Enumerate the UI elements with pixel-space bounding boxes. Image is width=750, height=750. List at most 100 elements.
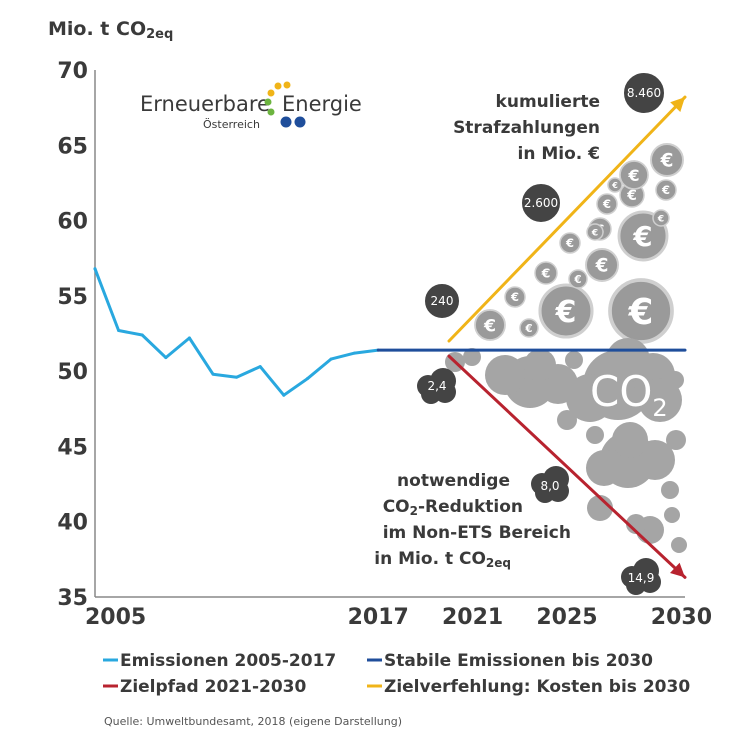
coin-icon: €: [655, 179, 677, 201]
series-lines: [93, 95, 687, 579]
data-point: [164, 356, 168, 360]
penalty-value-label: 2.600: [524, 196, 558, 210]
series-arrowhead-2: [670, 562, 685, 578]
x-tick-label: 2021: [442, 605, 503, 630]
svg-text:€: €: [657, 213, 664, 224]
coin-icon: €: [607, 177, 623, 193]
svg-text:€: €: [510, 290, 519, 304]
data-point: [140, 333, 144, 337]
x-tick-label: 2017: [348, 605, 409, 630]
svg-text:€: €: [627, 166, 639, 185]
reduction-badge-2-4: 2,4: [417, 368, 456, 404]
svg-text:€: €: [483, 316, 496, 336]
svg-text:€: €: [541, 266, 551, 281]
cloud-puff-icon: [671, 537, 687, 553]
data-point: [305, 377, 309, 381]
svg-text:€: €: [602, 197, 611, 211]
legend-label-emissions: Emissionen 2005-2017: [120, 651, 336, 671]
cloud-puff-icon: [666, 430, 686, 450]
reduction-badge-14-9: 14,9: [621, 558, 661, 595]
cloud-puff-icon: [664, 507, 680, 523]
series-line-2: [447, 354, 687, 579]
penalty-title-line-3: in Mio. €: [518, 144, 600, 164]
data-point: [187, 336, 191, 340]
logo-dot-icon: [280, 116, 292, 128]
data-point: [93, 267, 97, 271]
coin-icon: €: [559, 232, 581, 254]
penalty-badge-240: 240: [423, 282, 461, 320]
y-tick-label: 35: [57, 586, 88, 611]
penalty-badge-2600: 2.600: [520, 182, 562, 224]
cloud-co2-label: CO2: [590, 367, 668, 422]
x-axis-ticks: 2005 2017 2021 2025 2030: [85, 605, 712, 630]
reduction-title-line-1: notwendige: [397, 471, 510, 491]
cloud-puff-icon: [565, 351, 583, 369]
logo: Erneuerbare Energie Österreich: [140, 81, 362, 131]
data-point: [353, 351, 357, 355]
cloud-puff-icon: [635, 440, 675, 480]
y-tick-label: 55: [57, 285, 88, 310]
svg-text:€: €: [660, 151, 674, 172]
cloud-puff-icon: [485, 355, 525, 395]
cloud-puff-icon: [463, 348, 481, 366]
data-point: [117, 328, 121, 332]
legend-label-stable: Stabile Emissionen bis 2030: [384, 651, 653, 671]
logo-dot-icon: [267, 89, 275, 97]
data-point: [235, 375, 239, 379]
coin-icon: €: [586, 223, 604, 241]
coin-icon: €: [619, 160, 649, 190]
series-line-3: [447, 95, 687, 343]
svg-text:€: €: [555, 295, 577, 330]
svg-text:€: €: [565, 236, 574, 250]
coin-icon: €: [519, 318, 539, 338]
coin-icon: €: [585, 248, 619, 282]
x-tick-label: 2030: [651, 605, 712, 630]
cloud-puff-icon: [587, 495, 613, 521]
logo-name-2: Energie: [282, 92, 362, 116]
coin-icon: €: [504, 286, 526, 308]
reduction-badge-8-0: 8,0: [531, 466, 569, 503]
cloud-puff-icon: [626, 514, 646, 534]
data-point: [258, 365, 262, 369]
svg-text:€: €: [632, 220, 652, 253]
reduction-title-line-2: CO2-Reduktion: [383, 497, 523, 518]
cloud-puff-icon: [566, 374, 614, 422]
y-tick-label: 60: [57, 210, 88, 235]
y-tick-label: 65: [57, 134, 88, 159]
logo-subtitle: Österreich: [203, 118, 260, 131]
logo-dot-icon: [274, 82, 282, 90]
cloud-puff-icon: [612, 422, 648, 458]
legend: Emissionen 2005-2017 Zielpfad 2021-2030 …: [103, 651, 690, 697]
penalty-value-label: 8.460: [627, 86, 661, 100]
y-tick-label: 70: [57, 59, 88, 84]
svg-text:€: €: [661, 183, 670, 197]
cloud-puff-icon: [586, 426, 604, 444]
svg-text:€: €: [591, 227, 598, 238]
y-tick-label: 45: [57, 435, 88, 460]
source-note: Quelle: Umweltbundesamt, 2018 (eigene Da…: [104, 715, 402, 728]
coin-icon: €: [650, 143, 684, 177]
reduction-title-line-4: in Mio. t CO2eq: [374, 549, 511, 570]
coin-icon: €: [596, 193, 618, 215]
y-axis-unit-label: Mio. t CO2eq: [48, 18, 173, 42]
coins-illustration: €€€€€€€€€€€€€€€€€€€: [474, 143, 684, 344]
logo-name: Erneuerbare: [140, 92, 270, 116]
co2-clouds-illustration: [445, 338, 687, 553]
data-point: [282, 393, 286, 397]
logo-dot-icon: [294, 116, 306, 128]
coin-icon: €: [568, 269, 588, 289]
y-tick-label: 40: [57, 511, 88, 536]
penalty-badge-8460: 8.460: [622, 71, 666, 115]
svg-text:€: €: [626, 188, 637, 204]
svg-text:€: €: [573, 274, 581, 286]
x-tick-label: 2025: [536, 605, 597, 630]
reduction-title-line-3: im Non-ETS Bereich: [383, 523, 571, 543]
svg-text:€: €: [611, 181, 618, 190]
coin-icon: €: [652, 209, 670, 227]
x-tick-label: 2005: [85, 605, 146, 630]
svg-text:€: €: [628, 292, 654, 333]
cloud-puff-icon: [661, 481, 679, 499]
y-tick-label: 50: [57, 360, 88, 385]
coin-icon: €: [608, 278, 674, 344]
reduction-value-label: 8,0: [540, 479, 559, 493]
